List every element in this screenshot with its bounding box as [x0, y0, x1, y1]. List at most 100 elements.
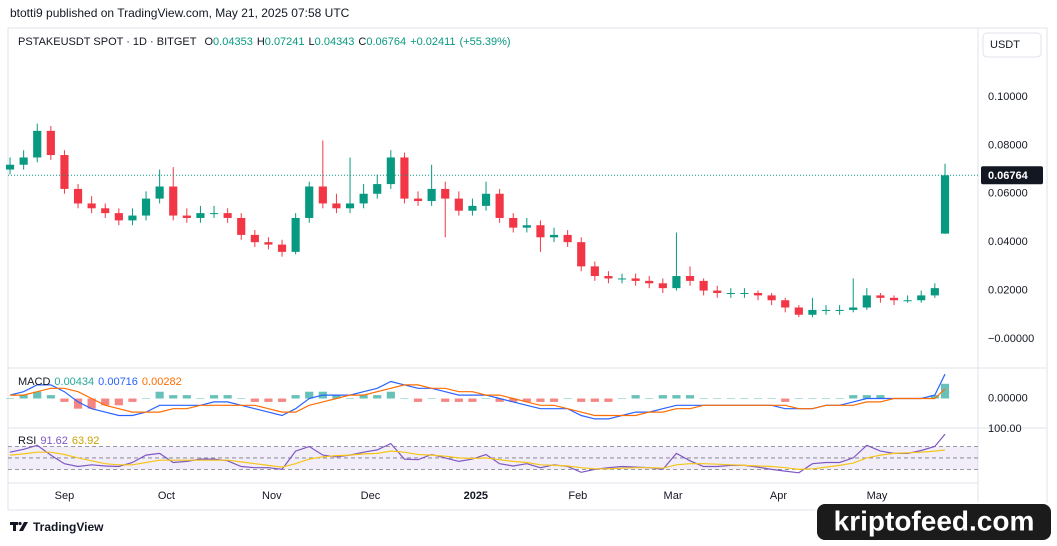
- currency-button[interactable]: [982, 32, 1042, 58]
- macd-histogram-bar: [753, 398, 763, 400]
- macd-histogram-bar: [373, 395, 382, 399]
- candle-body: [917, 295, 926, 301]
- candle-body: [726, 292, 735, 294]
- macd-histogram-bar: [169, 395, 178, 399]
- candle-body: [155, 186, 164, 199]
- candle-body: [685, 276, 695, 281]
- y-tick-label: 100.00: [988, 423, 1022, 435]
- symbol-title: PSTAKEUSDT SPOT · 1D · BITGET: [18, 36, 197, 48]
- candle-body: [577, 242, 586, 267]
- candle-body: [808, 309, 817, 315]
- macd-histogram-bar: [658, 395, 667, 399]
- macd-histogram-bar: [685, 395, 695, 399]
- x-tick-label: Oct: [158, 490, 175, 502]
- candle-body: [101, 208, 110, 214]
- macd-histogram-bar: [577, 398, 586, 402]
- candle-body: [441, 188, 450, 199]
- candle-body: [427, 188, 436, 202]
- x-tick-label: 2025: [464, 490, 488, 502]
- candle-body: [849, 307, 858, 310]
- candle-body: [495, 193, 504, 218]
- macd-histogram-bar: [781, 398, 790, 402]
- candle-body: [781, 300, 790, 308]
- candle-body: [821, 309, 831, 311]
- legend-letter: C: [358, 36, 367, 48]
- x-tick-label: Nov: [262, 490, 282, 502]
- rsi-line: [9, 433, 946, 474]
- candle-body: [940, 175, 950, 234]
- byline: btotti9 published on TradingView.com, Ma…: [10, 6, 350, 20]
- candle-body: [318, 186, 327, 204]
- macd-hist-value: 0.00434: [54, 376, 95, 388]
- x-tick-label: May: [867, 490, 888, 502]
- macd-histogram-bar: [631, 395, 640, 399]
- macd-histogram-bar: [468, 398, 477, 402]
- candle-body: [128, 215, 137, 221]
- macd-histogram-bar: [713, 398, 722, 400]
- candle-body: [5, 164, 15, 170]
- watermark-box: [815, 502, 1053, 542]
- macd-histogram-bar: [345, 398, 355, 400]
- candle-body: [889, 297, 899, 301]
- macd-histogram-bar: [495, 398, 504, 402]
- y-tick-label: 0.10000: [988, 91, 1028, 103]
- macd-histogram-bar: [60, 398, 69, 402]
- candle-body: [73, 188, 83, 204]
- candle-body: [141, 198, 151, 216]
- macd-line: [9, 373, 946, 420]
- candle-body: [563, 234, 572, 243]
- macd-histogram-bar: [699, 398, 708, 400]
- macd-histogram-bar: [835, 398, 844, 400]
- candle-body: [835, 309, 844, 311]
- y-tick-label: 0.02000: [988, 284, 1028, 296]
- candle-body: [359, 193, 368, 204]
- candle-body: [509, 217, 518, 228]
- macd-histogram-bar: [862, 395, 871, 399]
- candle-body: [345, 203, 355, 209]
- candle-body: [713, 290, 722, 293]
- candle-body: [658, 283, 667, 289]
- macd-histogram-bar: [264, 398, 273, 402]
- candle-body: [481, 193, 491, 206]
- candle-body: [862, 295, 871, 308]
- signal-line: [10, 384, 946, 417]
- signal-value: 0.00282: [141, 376, 182, 388]
- macd-histogram-bar: [400, 398, 409, 400]
- macd-histogram-bar: [386, 391, 395, 399]
- candle-body: [46, 130, 55, 156]
- macd-histogram-bar: [427, 398, 436, 400]
- rsi-title: RSI: [18, 435, 37, 447]
- macd-histogram-bar: [223, 395, 232, 399]
- legend-value: 0.06764: [366, 36, 407, 48]
- currency-label[interactable]: USDT: [990, 39, 1020, 51]
- macd-histogram-bar: [940, 383, 950, 399]
- macd-histogram-bar: [141, 398, 151, 400]
- candle-body: [182, 215, 191, 218]
- candle-body: [930, 288, 939, 296]
- candle-body: [672, 276, 681, 289]
- macd-histogram-bar: [277, 398, 287, 402]
- macd-histogram-bar: [522, 398, 531, 402]
- candle-body: [223, 213, 232, 218]
- legend-letter: O: [204, 36, 214, 48]
- macd-legend: MACD 0.00434 0.00716 0.00282: [18, 376, 182, 388]
- macd-value: 0.00716: [98, 376, 138, 388]
- main-legend: PSTAKEUSDT SPOT · 1D · BITGET O0.04353 H…: [18, 36, 511, 48]
- macd-histogram-bar: [359, 395, 368, 399]
- macd-histogram-bar: [563, 398, 572, 400]
- macd-histogram-bar: [87, 398, 96, 409]
- candle-body: [277, 244, 287, 252]
- legend-letter: L: [308, 36, 315, 48]
- macd-histogram-bar: [454, 398, 463, 402]
- candle-body: [386, 157, 395, 185]
- y-tick-label: 0.06000: [988, 188, 1028, 200]
- macd-histogram-bar: [182, 395, 191, 399]
- legend-letter: H: [256, 36, 265, 48]
- watermark: kriptofeed.com: [834, 505, 1035, 536]
- rsi-ma-value: 63.92: [71, 435, 100, 447]
- macd-histogram-bar: [114, 398, 123, 406]
- macd-histogram-bar: [808, 398, 817, 400]
- macd-histogram-bar: [876, 395, 885, 399]
- candle-body: [196, 213, 205, 218]
- macd-histogram-bar: [237, 398, 246, 400]
